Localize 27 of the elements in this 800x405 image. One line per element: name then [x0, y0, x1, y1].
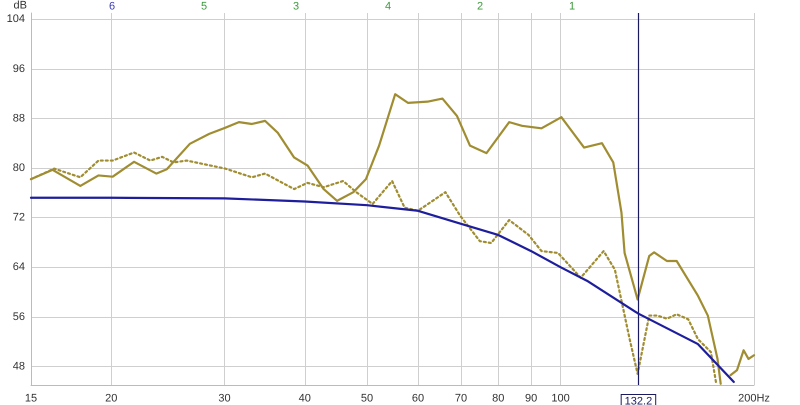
y-tick-label: 48: [12, 360, 25, 372]
ref-line-label: 132.2: [624, 396, 652, 405]
y-tick-label: 96: [12, 62, 25, 75]
x-tick-label: 15: [24, 392, 38, 404]
x-tick-label: 70: [454, 392, 468, 404]
y-tick-label: 80: [12, 162, 25, 174]
x-tick-label: 20: [105, 392, 118, 404]
x-tick-label: 100: [551, 392, 570, 404]
x-tick-label: 200Hz: [738, 392, 770, 404]
x-tick-label: 80: [492, 392, 504, 404]
y-axis-title: dB: [14, 0, 27, 12]
y-tick-label: 56: [12, 310, 25, 323]
text: 3: [292, 0, 300, 12]
x-tick-label: 50: [360, 392, 374, 404]
text: 2: [476, 0, 484, 12]
y-tick-label: 72: [12, 212, 25, 224]
text: 5: [200, 0, 208, 12]
y-tick-label: 104: [6, 13, 25, 26]
text: 6: [108, 0, 116, 12]
x-tick-label: 30: [218, 392, 231, 404]
x-tick-label: 90: [524, 392, 538, 404]
x-tick-label: 60: [412, 392, 424, 404]
y-tick-label: 64: [12, 261, 25, 274]
y-tick-label: 88: [12, 112, 25, 124]
x-tick-label: 40: [298, 392, 311, 404]
text: 1: [568, 0, 576, 12]
text: 4: [384, 0, 392, 12]
